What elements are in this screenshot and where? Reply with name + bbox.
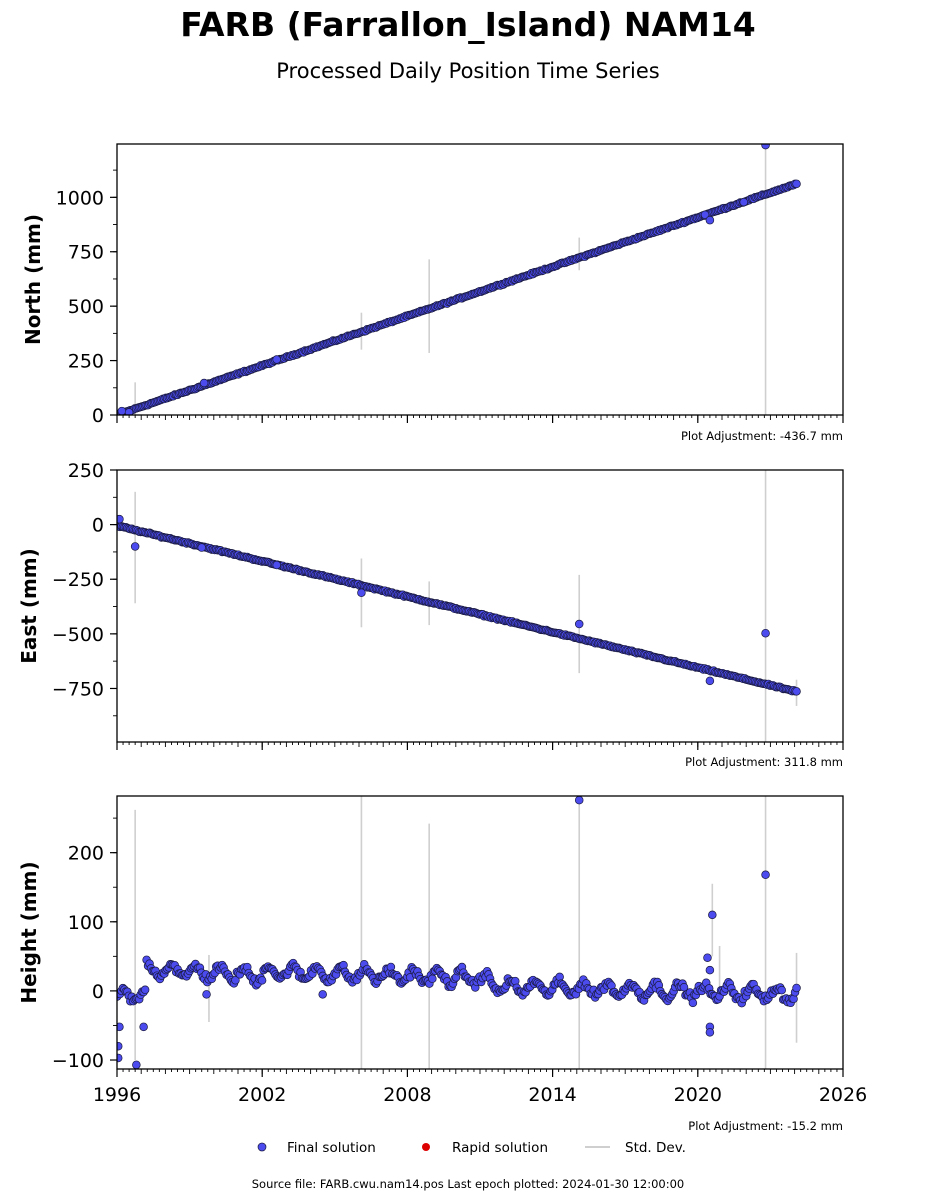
legend-final-label: Final solution [287,1140,376,1156]
data-point-outlier [761,628,770,638]
plot-area [117,796,801,1069]
y-axis-label: North (mm) [21,214,45,345]
x-tick-label: 2020 [674,1084,722,1106]
y-tick-label: 100 [68,912,104,934]
plot-adjustment-label: Plot Adjustment: -15.2 mm [688,1119,843,1133]
y-tick-label: 0 [92,981,104,1003]
data-point [231,975,240,985]
x-tick-label: 2008 [383,1084,431,1106]
panel-2: 250 0 −250 −500 −750 East (mm) Plot Adjustment… [17,460,844,769]
data-point-outlier [700,210,710,219]
y-tick-label: 250 [68,351,104,373]
data-point [679,983,689,992]
plot-area [117,470,801,742]
data-point-outlier [705,215,715,225]
x-tick-label: 1996 [93,1084,141,1106]
data-point [140,985,150,995]
legend-rapid-label: Rapid solution [452,1140,548,1156]
x-tick-label: 2014 [528,1084,576,1106]
data-point [792,687,801,696]
data-point-outlier [357,588,366,598]
plot-adjustment-label: Plot Adjustment: 311.8 mm [685,755,843,769]
data-point-outlier [117,1041,123,1051]
data-point-outlier [739,197,749,207]
y-axis-label: Height (mm) [17,861,41,1003]
plot-frame [116,795,844,1070]
data-point [428,974,437,984]
data-point-outlier [117,1053,123,1063]
data-point-outlier [761,870,770,880]
data-point-outlier [197,543,206,552]
data-point-outlier [574,796,584,805]
y-tick-label: 0 [92,515,104,537]
data-point-outlier [272,560,281,570]
data-point-outlier [202,990,211,999]
data-point-outlier [132,1060,141,1069]
data-point [792,179,801,189]
data-point-outlier [130,542,140,551]
y-tick-label: −500 [52,624,104,646]
y-tick-label: 1000 [56,187,104,209]
data-point-outlier [117,1022,124,1032]
data-point-outlier [705,676,715,686]
panel-1: 0 250 500 750 1000 North (mm) Plot Adjustment:… [21,143,844,443]
data-point [257,976,267,985]
y-tick-label: 0 [92,405,104,427]
plot-area [117,144,801,415]
data-point [688,998,698,1008]
data-point-outlier [117,514,124,524]
data-point-outlier [761,144,770,150]
data-point-outlier [272,355,281,364]
data-point-outlier [318,990,327,999]
data-point-outlier [117,406,127,415]
y-axis-label: East (mm) [17,548,41,664]
legend-std-label: Std. Dev. [625,1140,686,1156]
y-tick-label: 500 [68,296,104,318]
y-tick-label: 250 [68,460,104,482]
y-tick-label: 750 [68,242,104,264]
x-tick-label: 2002 [238,1084,286,1106]
legend: Final solution Rapid solution Std. Dev. [257,1140,686,1156]
footer-source: Source file: FARB.cwu.nam14.pos Last epo… [252,1177,685,1191]
plot-adjustment-label: Plot Adjustment: -436.7 mm [681,429,843,443]
data-point-outlier [705,1028,715,1037]
data-point-outlier [703,953,712,962]
data-point-outlier [574,619,584,629]
y-tick-label: −250 [52,569,104,591]
data-point-outlier [199,378,209,388]
y-tick-label: −750 [52,678,104,700]
x-tick-label: 2026 [819,1084,867,1106]
data-point [777,985,786,995]
data-point-outlier [708,910,717,920]
panel-3: 200 100 0 −100 1996 2002 2008 2014 2020 2026 Heigh… [17,795,867,1133]
plot-frame [116,469,844,743]
y-tick-label: −100 [52,1050,104,1072]
chart-subtitle: Processed Daily Position Time Series [276,59,660,83]
data-point-outlier [124,408,134,415]
legend-rapid-marker [422,1143,430,1151]
data-point-outlier [139,1022,148,1032]
data-point [792,983,801,993]
data-point-outlier [705,965,715,975]
legend-final-marker [257,1142,267,1152]
chart-title: FARB (Farrallon_Island) NAM14 [180,5,756,44]
y-tick-label: 200 [68,843,104,865]
